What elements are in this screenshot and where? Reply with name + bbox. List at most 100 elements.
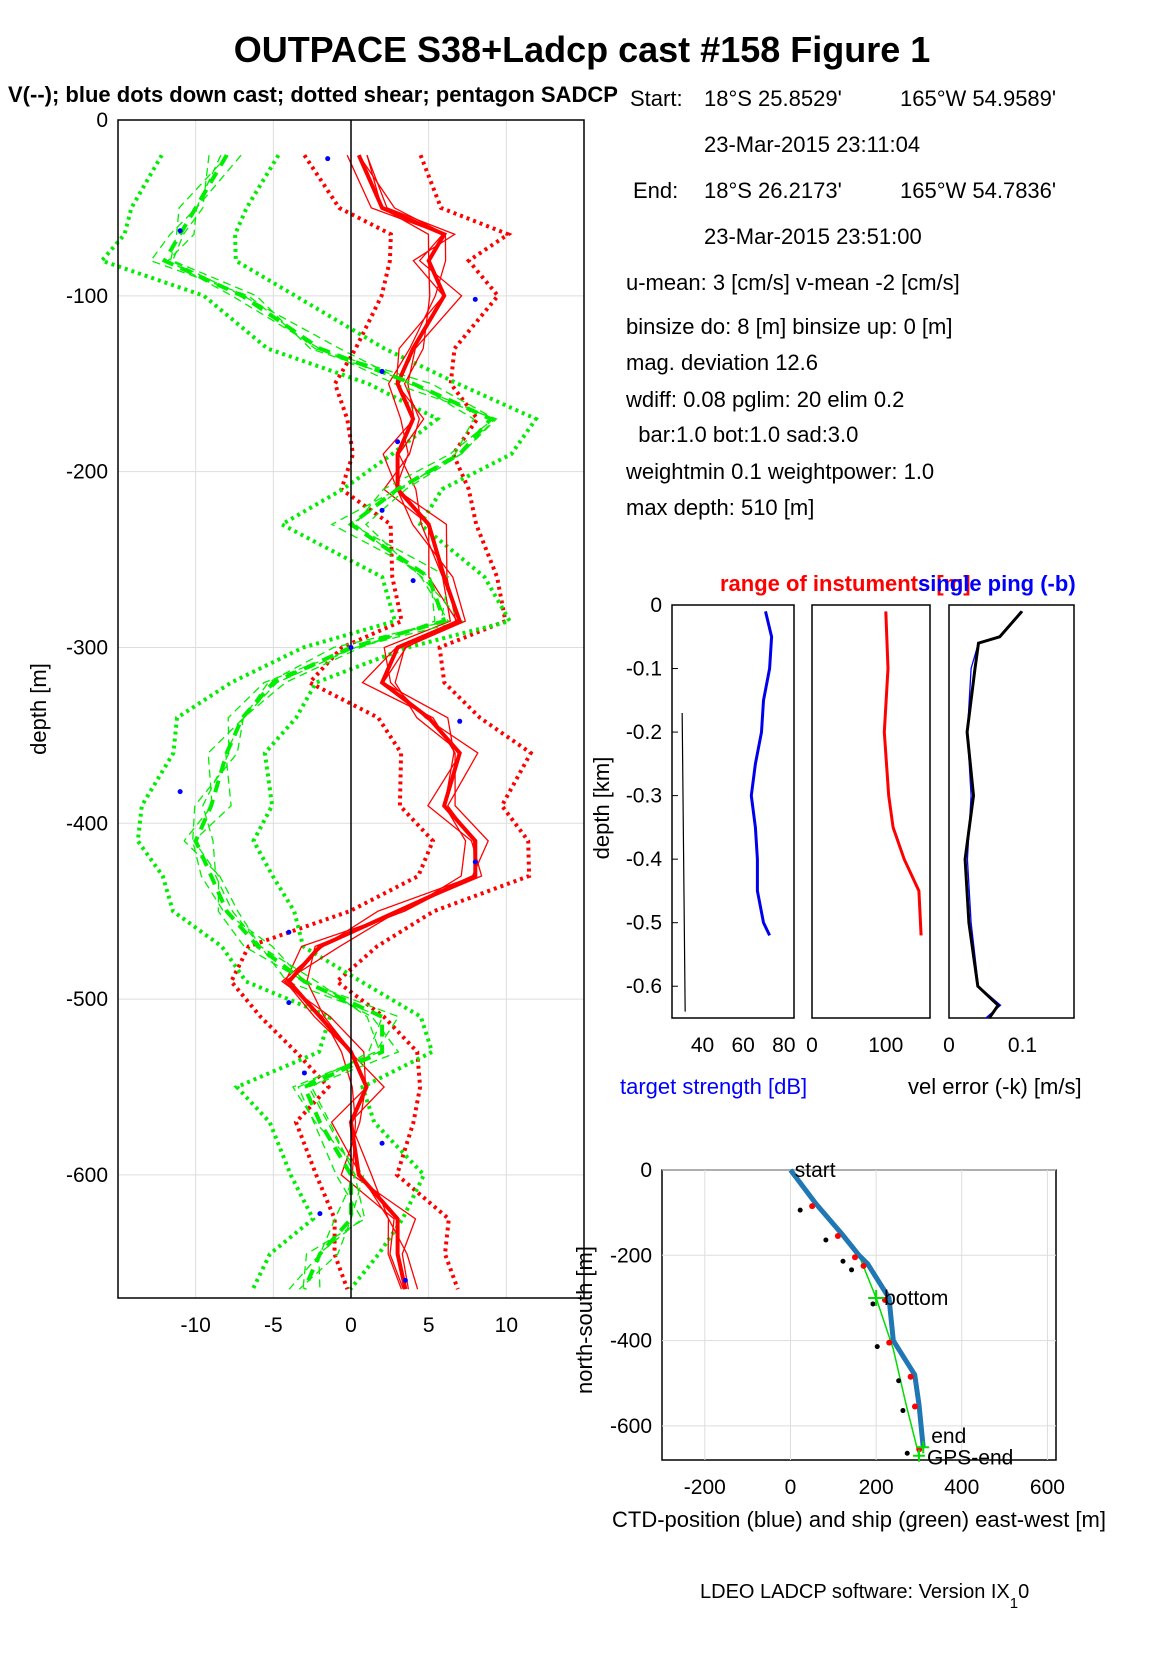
- downcast-dot: [395, 439, 401, 445]
- panel-y-tick: -0.4: [626, 848, 663, 871]
- figure-subtitle: V(--); blue dots down cast; dotted shear…: [8, 82, 618, 107]
- ctd-track-line: [788, 1168, 926, 1448]
- panel-y-tick: -0.1: [626, 658, 662, 681]
- track-marker: [870, 1301, 876, 1307]
- end-lat: 18°S 26.2173': [704, 178, 842, 203]
- track-marker: [852, 1254, 858, 1261]
- end-label: end: [931, 1425, 966, 1448]
- x-tick-label: -10: [180, 1314, 210, 1337]
- panel-x-tick: 0.1: [1008, 1034, 1037, 1057]
- downcast-dot: [379, 368, 385, 374]
- downcast-dot: [286, 1000, 292, 1006]
- track-marker: [849, 1267, 855, 1273]
- panel-y-tick: -0.6: [626, 975, 662, 998]
- downcast-dot: [472, 296, 478, 302]
- wdiff-info: wdiff: 0.08 pglim: 20 elim 0.2: [625, 387, 904, 412]
- x-tick-label: 0: [345, 1314, 357, 1337]
- gps-end-label: GPS-end: [927, 1447, 1013, 1470]
- y-tick-label: -100: [66, 285, 108, 308]
- track-y-tick: 0: [640, 1159, 652, 1182]
- mag-deviation: mag. deviation 12.6: [626, 350, 818, 375]
- track-x-tick: 400: [944, 1476, 979, 1499]
- track-marker: [823, 1237, 829, 1243]
- downcast-dot: [286, 929, 292, 935]
- track-marker: [886, 1339, 893, 1346]
- end-label: End:: [633, 178, 678, 203]
- figure-title: OUTPACE S38+Ladcp cast #158 Figure 1: [234, 29, 931, 70]
- y-tick-label: -600: [66, 1164, 108, 1187]
- target-strength-label: target strength [dB]: [620, 1074, 807, 1099]
- velocity-ensemble-line: [169, 154, 495, 1290]
- depth-km-label: depth [km]: [589, 757, 614, 860]
- start-lon: 165°W 54.9589': [900, 86, 1056, 111]
- panel-x-tick: 0: [806, 1034, 818, 1057]
- track-axes: -200 0 200 400 600 0 -200 -400 -600 start bottom en…: [572, 1159, 1106, 1532]
- start-label: start: [795, 1159, 836, 1182]
- end-lon: 165°W 54.7836': [900, 178, 1056, 203]
- track-x-tick: 200: [859, 1476, 894, 1499]
- x-tick-label: -5: [264, 1314, 283, 1337]
- track-y-tick: -400: [610, 1330, 652, 1353]
- downcast-dot: [177, 789, 183, 795]
- panel-x-tick: 40: [691, 1034, 714, 1057]
- panel-x-tick: 0: [943, 1034, 955, 1057]
- track-marker: [797, 1207, 803, 1213]
- track-marker: [911, 1403, 918, 1410]
- range-title: range of instuments [m]: [720, 571, 971, 596]
- panel-x-tick: 60: [731, 1034, 754, 1057]
- velocity-ensemble-line: [284, 154, 489, 1290]
- downcast-dot: [379, 1140, 385, 1146]
- velocity-ylabel: depth [m]: [26, 663, 51, 755]
- track-ylabel: north-south [m]: [572, 1246, 597, 1394]
- singleping-title: single ping (-b): [918, 571, 1076, 596]
- track-marker: [900, 1408, 906, 1414]
- track-marker: [904, 1450, 910, 1456]
- instrument-panels: range of instuments [m] single ping (-b)…: [589, 571, 1082, 1099]
- track-y-tick: -200: [610, 1244, 652, 1267]
- vel-error-line: [963, 610, 1024, 1019]
- v-velocity-line: [161, 154, 495, 1291]
- panel-y-tick: 0: [650, 594, 662, 617]
- end-marker: [917, 1441, 930, 1454]
- downcast-dot: [317, 1211, 323, 1217]
- downcast-dot: [177, 228, 183, 234]
- panel-frame: [948, 604, 1075, 1019]
- y-tick-label: -500: [66, 988, 108, 1011]
- mean-velocity: u-mean: 3 [cm/s] v-mean -2 [cm/s]: [626, 270, 960, 295]
- bar-info: bar:1.0 bot:1.0 sad:3.0: [626, 422, 858, 447]
- vel-error-label: vel error (-k) [m/s]: [908, 1074, 1082, 1099]
- binsize-info: binsize do: 8 [m] binsize up: 0 [m]: [626, 314, 953, 339]
- track-marker: [907, 1373, 914, 1380]
- track-marker: [860, 1262, 867, 1269]
- downcast-dot: [325, 156, 331, 162]
- panel-y-tick: -0.5: [626, 912, 662, 935]
- weight-info: weightmin 0.1 weightpower: 1.0: [625, 459, 934, 484]
- target-strength-line: [749, 611, 774, 937]
- y-tick-label: -200: [66, 461, 108, 484]
- downcast-dot: [472, 859, 478, 865]
- track-x-tick: 600: [1030, 1476, 1065, 1499]
- shear-bound-line: [228, 154, 436, 1290]
- track-marker: [809, 1203, 816, 1210]
- track-x-tick: -200: [684, 1476, 726, 1499]
- range-line: [882, 611, 923, 936]
- track-marker: [840, 1258, 846, 1264]
- y-tick-label: 0: [96, 109, 108, 132]
- downcast-dot: [402, 1277, 408, 1283]
- cast-info: Start: 18°S 25.8529' 165°W 54.9589' 23-M…: [625, 86, 1056, 520]
- end-time: 23-Mar-2015 23:51:00: [704, 224, 922, 249]
- gps-end-marker: [912, 1449, 925, 1462]
- downcast-dot: [348, 644, 354, 650]
- downcast-dot: [301, 1070, 307, 1076]
- panel-x-tick: 80: [772, 1034, 795, 1057]
- shear-bound-line: [98, 154, 442, 1291]
- bottom-label: bottom: [884, 1287, 948, 1310]
- track-marker: [874, 1344, 880, 1350]
- track-xlabel: CTD-position (blue) and ship (green) eas…: [612, 1507, 1106, 1532]
- downcast-dot: [379, 507, 385, 513]
- panel-y-tick: -0.2: [626, 721, 662, 744]
- y-tick-label: -300: [66, 636, 108, 659]
- downcast-dot: [410, 578, 416, 584]
- velocity-profile-axes: -10 -5 0 5 10 0 -100 -200 -300 -400 -500 -600 depth…: [26, 109, 585, 1337]
